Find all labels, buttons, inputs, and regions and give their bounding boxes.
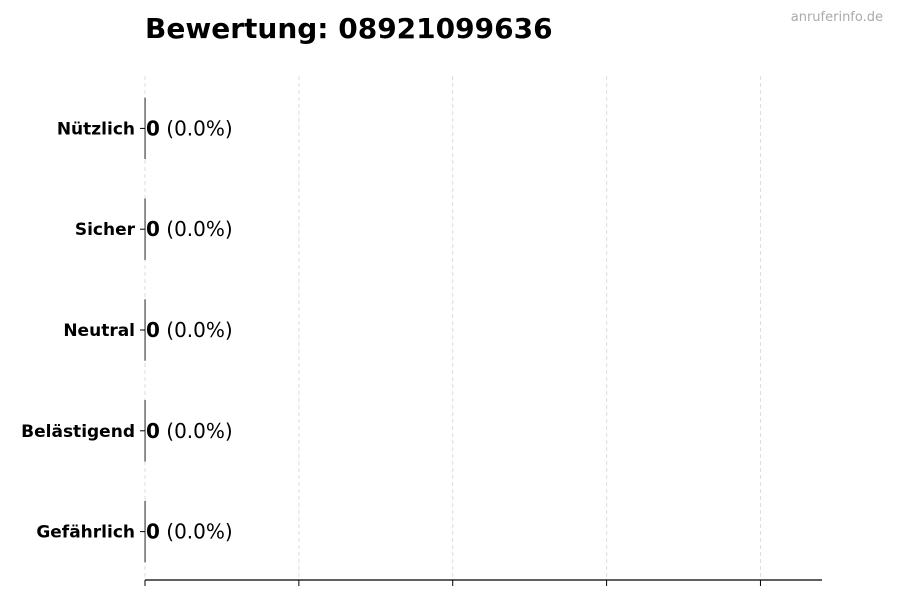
data-label: 0 (0.0%) bbox=[146, 318, 233, 342]
data-label-percent: (0.0%) bbox=[160, 116, 233, 140]
chart-title: Bewertung: 08921099636 bbox=[145, 12, 553, 45]
data-label: 0 (0.0%) bbox=[146, 217, 233, 241]
data-label-count: 0 bbox=[146, 318, 160, 342]
data-label: 0 (0.0%) bbox=[146, 419, 233, 443]
y-tick-label: Belästigend bbox=[21, 422, 135, 442]
data-label-percent: (0.0%) bbox=[160, 318, 233, 342]
data-label-percent: (0.0%) bbox=[160, 419, 233, 443]
data-label-count: 0 bbox=[146, 520, 160, 544]
data-label: 0 (0.0%) bbox=[146, 520, 233, 544]
watermark: anruferinfo.de bbox=[790, 10, 883, 25]
data-label-percent: (0.0%) bbox=[160, 217, 233, 241]
data-label-percent: (0.0%) bbox=[160, 520, 233, 544]
y-tick-label: Neutral bbox=[63, 321, 135, 341]
data-label-count: 0 bbox=[146, 116, 160, 140]
y-tick-label: Sicher bbox=[75, 220, 136, 240]
data-label-count: 0 bbox=[146, 419, 160, 443]
data-label-count: 0 bbox=[146, 217, 160, 241]
data-label: 0 (0.0%) bbox=[146, 116, 233, 140]
y-tick-label: Gefährlich bbox=[36, 523, 135, 543]
y-tick-label: Nützlich bbox=[57, 119, 135, 139]
